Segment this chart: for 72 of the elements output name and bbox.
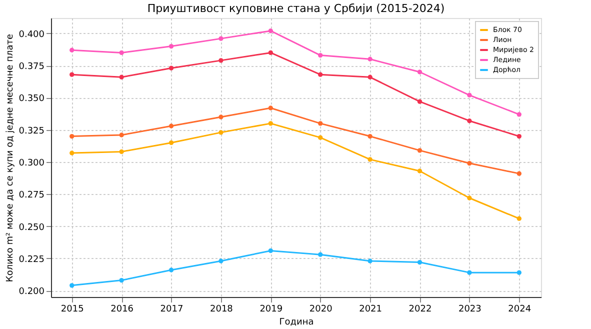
x-tick-label: 2024: [508, 304, 532, 314]
y-axis-title: Колико m² може да се купи од једне месечне плате: [6, 33, 16, 282]
x-tick-label: 2020: [309, 304, 333, 314]
point: [467, 92, 472, 98]
y-tick-label: 0.400: [18, 30, 45, 40]
x-tick-label: 2021: [359, 304, 382, 314]
point: [516, 216, 522, 221]
point: [218, 130, 224, 135]
point: [119, 50, 124, 56]
x-tick-label: 2017: [160, 304, 184, 314]
point: [268, 50, 273, 56]
point: [516, 112, 522, 117]
y-tick-label: 0.250: [18, 222, 45, 233]
x-axis-title: Година: [279, 318, 314, 328]
point: [70, 134, 74, 139]
point: [70, 72, 74, 77]
point: [70, 283, 74, 288]
x-tick-label: 2022: [408, 304, 432, 314]
point: [119, 74, 124, 80]
point: [467, 118, 472, 124]
point: [417, 148, 422, 153]
y-tick-label: 0.200: [18, 287, 45, 298]
point: [218, 36, 224, 41]
x-tick-label: 2015: [60, 304, 84, 314]
point: [318, 72, 323, 77]
point: [318, 121, 323, 126]
point: [168, 44, 174, 49]
point: [168, 268, 174, 272]
y-tick-label: 0.325: [18, 126, 44, 136]
point: [318, 135, 323, 140]
y-tick-label: 0.300: [18, 158, 45, 168]
point: [119, 149, 124, 154]
point: [70, 48, 74, 52]
point: [268, 121, 273, 126]
point: [318, 52, 323, 58]
x-tick-label: 2018: [210, 304, 234, 314]
point: [516, 171, 522, 176]
point: [268, 106, 273, 110]
point: [70, 150, 74, 156]
point: [467, 270, 472, 275]
point: [168, 66, 174, 70]
point: [119, 132, 124, 138]
point: [417, 260, 422, 265]
point: [368, 56, 372, 62]
y-tick-label: 0.350: [18, 94, 45, 104]
point: [268, 28, 273, 34]
point: [318, 252, 323, 257]
point: [417, 70, 422, 74]
x-tick-label: 2016: [110, 304, 134, 314]
point: [218, 114, 224, 120]
point: [119, 278, 124, 283]
point: [368, 157, 372, 162]
point: [417, 168, 422, 174]
point: [368, 74, 372, 80]
point: [417, 99, 422, 104]
point: [368, 258, 372, 264]
point: [516, 270, 522, 275]
point: [467, 196, 472, 200]
x-tick-label: 2019: [260, 304, 283, 314]
y-tick-label: 0.225: [18, 254, 44, 265]
point: [467, 160, 472, 166]
y-tick-label: 0.275: [18, 190, 44, 201]
y-tick-label: 0.375: [18, 62, 44, 72]
chart-title: Приуштивост куповине стана у Србији (2015-2024): [147, 2, 445, 15]
point: [218, 58, 224, 63]
point: [218, 258, 224, 264]
point: [268, 248, 273, 254]
point: [168, 124, 174, 128]
point: [516, 134, 522, 139]
x-tick-label: 2023: [458, 304, 482, 314]
point: [368, 134, 372, 139]
point: [168, 140, 174, 146]
